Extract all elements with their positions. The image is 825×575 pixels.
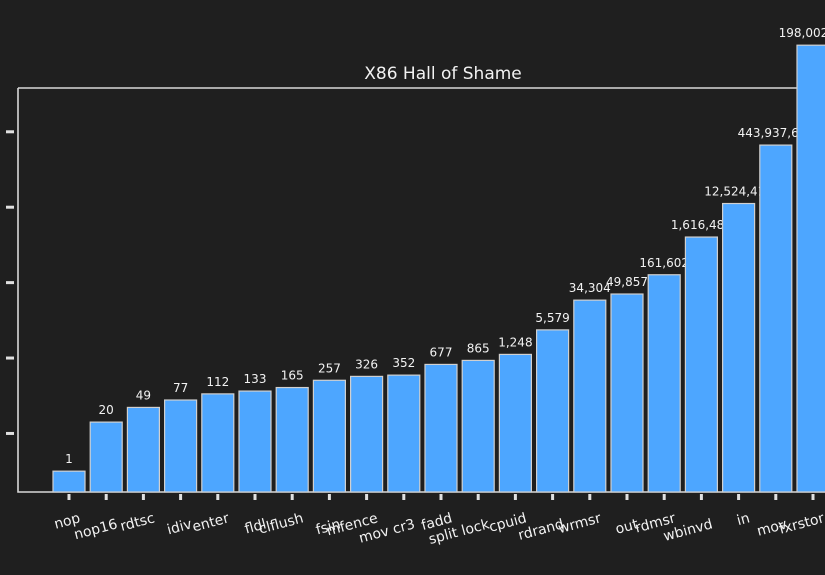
- value-label: 1,248: [498, 335, 532, 349]
- value-label: 112: [206, 375, 229, 389]
- bar: [312, 379, 346, 493]
- value-label: 865: [467, 341, 490, 355]
- bar: [535, 329, 570, 493]
- bar: [721, 202, 756, 493]
- bar: [759, 144, 793, 493]
- bar: [164, 399, 198, 493]
- bar: [275, 386, 309, 493]
- value-label: 133: [244, 372, 267, 386]
- bar: [573, 299, 607, 493]
- x-tick-label: nop: [52, 510, 82, 532]
- value-label: 20: [99, 403, 114, 417]
- bar: [350, 375, 384, 493]
- x-tick-label: out: [614, 516, 641, 538]
- bar: [610, 293, 644, 493]
- bar: [126, 406, 161, 493]
- bar: [461, 359, 495, 493]
- x-tick-label: fsin: [314, 516, 342, 538]
- value-label: 34,304: [569, 281, 611, 295]
- value-label: 5,579: [535, 311, 569, 325]
- bar: [796, 44, 825, 493]
- value-label: 326: [355, 357, 378, 371]
- bar: [424, 363, 458, 493]
- bar: [684, 236, 719, 493]
- value-label: 165: [281, 369, 304, 383]
- bar: [647, 274, 681, 493]
- value-label: 1: [65, 452, 73, 466]
- bar: [498, 353, 532, 493]
- chart-title: X86 Hall of Shame: [364, 64, 522, 84]
- bar: [52, 470, 86, 493]
- value-label: 77: [173, 381, 188, 395]
- x-tick-label: idiv: [165, 516, 193, 538]
- value-label: 49,857: [606, 275, 648, 289]
- value-label: 12,524,415: [704, 185, 773, 199]
- value-label: 443,937,696: [738, 126, 814, 140]
- value-label: 677: [430, 345, 453, 359]
- bar: [89, 421, 123, 493]
- x-tick-label: in: [735, 510, 751, 529]
- x-tick-label: mov: [755, 516, 789, 539]
- value-label: 1,616,480: [671, 218, 732, 232]
- bar: [238, 390, 272, 493]
- value-label: 352: [392, 356, 415, 370]
- value-label: 257: [318, 361, 341, 375]
- bar: [201, 393, 235, 493]
- x-tick-label: fldl: [243, 516, 268, 537]
- x-tick-label: fadd: [420, 510, 454, 534]
- value-label: 161,602: [639, 256, 689, 270]
- bar: [387, 374, 421, 493]
- value-label: 49: [136, 388, 151, 402]
- value-label: 198,002,49: [779, 26, 825, 40]
